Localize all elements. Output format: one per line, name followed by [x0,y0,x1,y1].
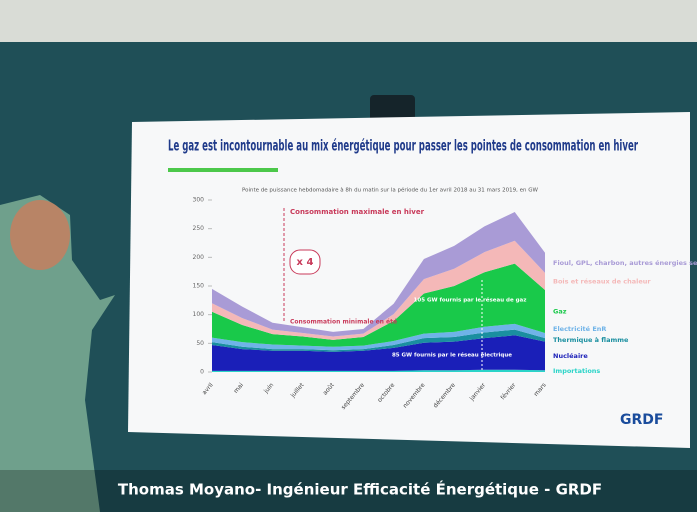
y-tick-label: 250 [193,225,205,232]
y-tick-label: 300 [193,197,205,204]
legend-label: Electricité EnR [553,325,606,333]
annotation: x 4 [297,257,314,268]
legend-label: Importations [553,367,600,375]
slide-title: Le gaz est incontournable au mix énergét… [168,137,638,155]
logo: GRDF [620,412,663,428]
legend-label: Gaz [553,308,567,316]
annotation: Consommation minimale en été [290,319,397,326]
legend-label: Nucléaire [553,352,588,360]
person-head [10,200,70,270]
scene: Le gaz est incontournable au mix énergét… [0,0,697,512]
title-underline [168,168,278,172]
y-tick-label: 0 [200,369,204,376]
y-tick-label: 150 [193,283,205,290]
y-tick-label: 100 [193,311,205,318]
annotation: Consommation maximale en hiver [290,208,425,216]
y-tick-label: 200 [193,254,205,261]
annotation: 105 GW fournis par le réseau de gaz [414,297,527,304]
legend-label: Bois et réseaux de chaleur [553,277,651,285]
legend-label: Fioul, GPL, charbon, autres énergies sec… [553,259,697,267]
legend-label: Thermique à flamme [553,336,629,344]
ceiling [0,0,697,42]
annotation: 85 GW fournis par le réseau électrique [392,352,512,359]
y-tick-label: 50 [196,340,204,347]
caption: Thomas Moyano- Ingénieur Efficacité Éner… [118,480,602,499]
chart-title: Pointe de puissance hebdomadaire à 8h du… [242,187,539,194]
